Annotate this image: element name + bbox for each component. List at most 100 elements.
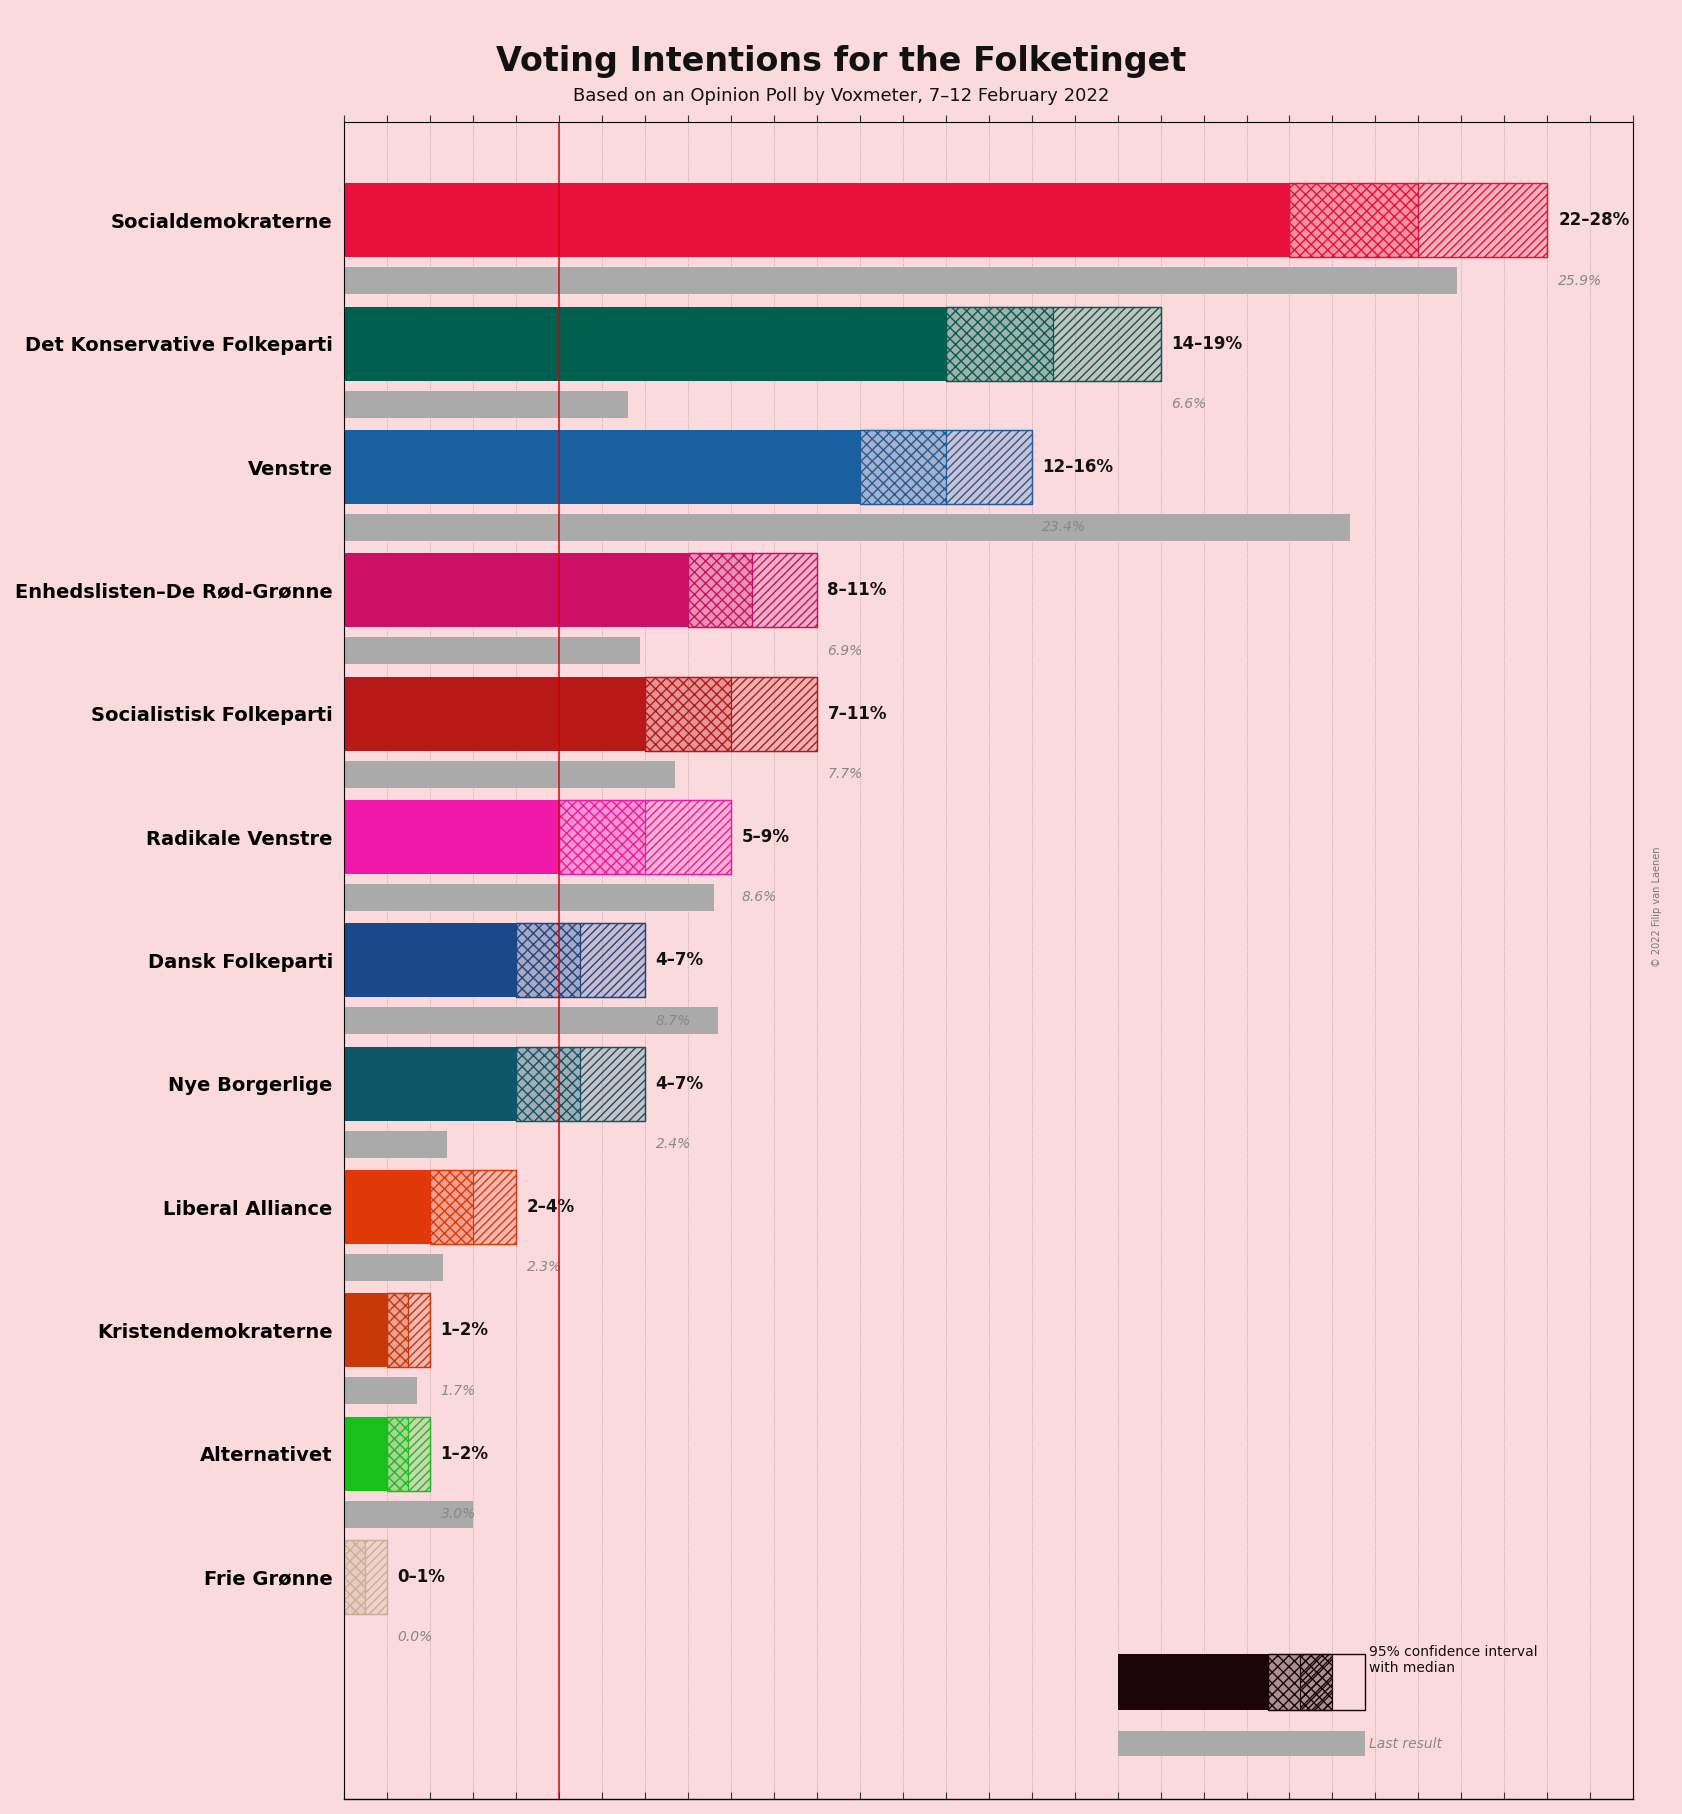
Text: © 2022 Filip van Laenen: © 2022 Filip van Laenen	[1652, 847, 1662, 967]
Bar	[343, 883, 713, 911]
Bar	[431, 1170, 473, 1244]
Bar	[473, 1170, 516, 1244]
Bar	[343, 183, 1290, 258]
Bar	[343, 390, 627, 417]
Bar	[387, 1293, 409, 1368]
Bar	[343, 637, 641, 664]
Bar	[343, 1540, 387, 1614]
Text: 5–9%: 5–9%	[742, 827, 789, 845]
Bar	[387, 1417, 409, 1491]
Text: Voting Intentions for the Folketinget: Voting Intentions for the Folketinget	[496, 45, 1186, 78]
Bar	[343, 923, 516, 998]
Text: 25.9%: 25.9%	[1558, 274, 1603, 288]
Bar	[688, 553, 817, 628]
Bar	[343, 513, 1349, 541]
Bar	[343, 1540, 365, 1614]
Text: 6.6%: 6.6%	[1171, 397, 1206, 412]
Text: 4–7%: 4–7%	[656, 951, 703, 969]
Bar	[1290, 183, 1418, 258]
Bar	[516, 1047, 580, 1121]
Text: 3.0%: 3.0%	[441, 1507, 476, 1522]
Bar	[365, 1540, 387, 1614]
Bar	[945, 307, 1053, 381]
Bar	[343, 307, 945, 381]
Bar	[343, 1047, 516, 1121]
Bar	[644, 677, 730, 751]
Bar	[343, 1293, 387, 1368]
Text: 12–16%: 12–16%	[1043, 459, 1113, 475]
Text: 2.4%: 2.4%	[656, 1137, 691, 1152]
Bar	[1117, 1654, 1268, 1709]
Bar	[409, 1417, 431, 1491]
Bar	[1268, 1654, 1364, 1709]
Bar	[945, 430, 1031, 504]
Bar	[343, 1130, 447, 1157]
Bar	[343, 677, 644, 751]
Bar	[343, 760, 674, 787]
Bar	[580, 1047, 644, 1121]
Bar	[1300, 1654, 1332, 1709]
Bar	[516, 1047, 580, 1121]
Text: 2–4%: 2–4%	[526, 1197, 575, 1215]
Text: 7.7%: 7.7%	[828, 767, 863, 782]
Text: 4–7%: 4–7%	[656, 1074, 703, 1092]
Bar	[1053, 307, 1161, 381]
Bar	[387, 1293, 409, 1368]
Bar	[1290, 183, 1418, 258]
Bar	[343, 1377, 417, 1404]
Text: Based on an Opinion Poll by Voxmeter, 7–12 February 2022: Based on an Opinion Poll by Voxmeter, 7–…	[574, 87, 1108, 105]
Bar	[730, 677, 817, 751]
Bar	[945, 307, 1161, 381]
Bar	[387, 1293, 431, 1368]
Text: 8–11%: 8–11%	[828, 580, 886, 599]
Text: 0–1%: 0–1%	[397, 1567, 446, 1585]
Bar	[1268, 1654, 1332, 1709]
Text: 8.6%: 8.6%	[742, 891, 777, 905]
Bar	[343, 1500, 473, 1527]
Text: 8.7%: 8.7%	[656, 1014, 691, 1029]
Bar	[343, 800, 558, 874]
Bar	[730, 677, 817, 751]
Bar	[343, 1417, 387, 1491]
Bar	[1268, 1654, 1332, 1709]
Bar	[945, 430, 1031, 504]
Bar	[558, 800, 730, 874]
Bar	[644, 677, 730, 751]
Bar	[1290, 183, 1547, 258]
Bar	[752, 553, 817, 628]
Text: 1–2%: 1–2%	[441, 1321, 488, 1339]
Bar	[1053, 307, 1161, 381]
Text: Last result: Last result	[1369, 1736, 1441, 1751]
Bar	[343, 553, 688, 628]
Bar	[580, 923, 644, 998]
Bar	[558, 800, 644, 874]
Bar	[1418, 183, 1547, 258]
Bar	[473, 1170, 516, 1244]
Bar	[431, 1170, 516, 1244]
Bar	[945, 307, 1053, 381]
Text: 23.4%: 23.4%	[1043, 521, 1087, 535]
Text: 6.9%: 6.9%	[828, 644, 863, 658]
Bar	[516, 923, 580, 998]
Bar	[1117, 1731, 1364, 1756]
Text: 0.0%: 0.0%	[397, 1631, 432, 1645]
Bar	[688, 553, 752, 628]
Text: 22–28%: 22–28%	[1558, 212, 1630, 229]
Bar	[387, 1417, 409, 1491]
Bar	[343, 1007, 718, 1034]
Bar	[860, 430, 945, 504]
Bar	[343, 430, 860, 504]
Bar	[516, 1047, 644, 1121]
Bar	[343, 1540, 365, 1614]
Bar	[580, 1047, 644, 1121]
Text: 14–19%: 14–19%	[1171, 336, 1243, 352]
Bar	[752, 553, 817, 628]
Text: 7–11%: 7–11%	[828, 704, 886, 722]
Text: 2.3%: 2.3%	[526, 1261, 562, 1275]
Bar	[644, 800, 730, 874]
Text: 1.7%: 1.7%	[441, 1384, 476, 1399]
Bar	[365, 1540, 387, 1614]
Bar	[516, 923, 580, 998]
Bar	[860, 430, 945, 504]
Bar	[431, 1170, 473, 1244]
